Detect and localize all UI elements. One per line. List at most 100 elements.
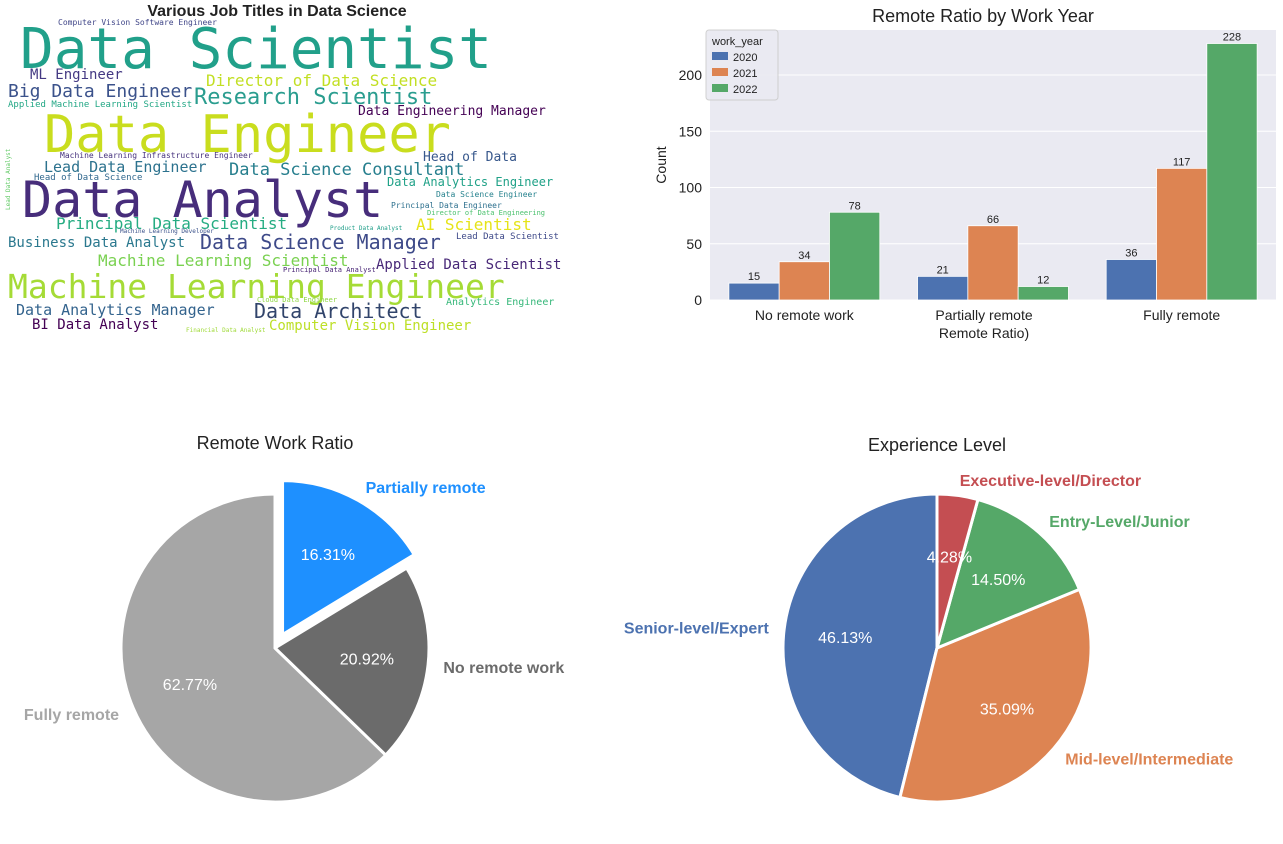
pie-slice-label: Mid-level/Intermediate — [1065, 752, 1233, 769]
legend-swatch — [712, 52, 728, 60]
bar — [1105, 259, 1157, 301]
bar-value-label: 117 — [1173, 156, 1191, 168]
wordcloud-word: Data Science Engineer — [436, 190, 537, 199]
bar-value-label: 15 — [748, 271, 760, 283]
bar — [778, 261, 830, 301]
wordcloud-word: Data Analytics Engineer — [387, 175, 553, 189]
pie-pct-label: 16.31% — [301, 547, 355, 564]
wordcloud-word: Product Data Analyst — [330, 225, 403, 232]
wordcloud-word: Lead Data Engineer — [44, 158, 207, 176]
wordcloud-word: Computer Vision Software Engineer — [58, 18, 217, 27]
x-axis-label-line1: Partially remote — [935, 307, 1032, 323]
wordcloud-word: Data Analyst — [22, 171, 383, 229]
x-axis-label-line2: Remote Ratio) — [939, 325, 1029, 341]
wordcloud-title: Various Job Titles in Data Science — [147, 3, 406, 20]
wordcloud-word: Data Scientist — [20, 17, 492, 82]
legend-swatch — [712, 68, 728, 76]
wordcloud-word: Director of Data Engineering — [427, 209, 545, 217]
wordcloud-word: Machine Learning Developer — [120, 228, 214, 235]
bar — [1156, 167, 1208, 301]
legend-title: work_year — [711, 36, 763, 48]
bar-value-label: 34 — [798, 250, 810, 262]
wordcloud-word: Data Science Manager — [200, 230, 441, 254]
wordcloud-word: Director of Data Science — [206, 71, 437, 90]
y-axis-label: Count — [653, 146, 669, 183]
wordcloud-word: Principal Data Engineer — [391, 201, 502, 210]
wordcloud-word: ML Engineer — [30, 67, 123, 83]
legend-swatch — [712, 84, 728, 92]
pie-pct-label: 35.09% — [980, 701, 1034, 718]
wordcloud-word: Financial Data Analyst — [186, 327, 266, 334]
bar-value-label: 12 — [1037, 275, 1049, 287]
y-tick-label: 200 — [679, 67, 703, 83]
wordcloud-word: Head of Data Science — [34, 173, 142, 183]
pie-slice-label: Executive-level/Director — [960, 473, 1141, 490]
bar — [728, 282, 780, 301]
bar-value-label: 66 — [987, 214, 999, 226]
wordcloud-word: Research Scientist — [194, 85, 432, 110]
pie-pct-label: 4.28% — [927, 549, 972, 566]
pie-slice-label: Entry-Level/Junior — [1049, 514, 1189, 531]
pie-slice — [281, 479, 416, 637]
legend-label: 2020 — [733, 52, 757, 64]
pie-pct-label: 20.92% — [340, 651, 394, 668]
bar — [1017, 286, 1069, 301]
wordcloud-word: Applied Data Scientist — [376, 257, 561, 273]
pie-slice — [935, 492, 980, 650]
wordcloud-word: Data Science Consultant — [229, 160, 464, 180]
x-tick-label: No remote work — [755, 307, 855, 323]
pie-slice-label: Fully remote — [24, 707, 119, 724]
pie-slice — [935, 498, 1081, 650]
wordcloud-panel: Various Job Titles in Data Science Data S… — [0, 0, 600, 340]
pie-title: Remote Work Ratio — [197, 433, 354, 453]
bar — [1206, 43, 1258, 301]
wordcloud-word: Cloud Data Engineer — [257, 296, 337, 304]
wordcloud-word: Business Data Analyst — [8, 235, 185, 251]
bar-value-label: 21 — [937, 264, 949, 276]
pie-slice-label: Partially remote — [366, 480, 486, 497]
pie-pct-label: 14.50% — [971, 572, 1025, 589]
bar-value-label: 36 — [1125, 248, 1137, 260]
wordcloud-word: Data Engineer — [44, 105, 451, 165]
bar-chart-title: Remote Ratio by Work Year — [872, 6, 1094, 26]
wordcloud-word: Data Engineering Manager — [358, 104, 546, 119]
wordcloud-word: BI Data Analyst — [32, 317, 158, 333]
wordcloud-word: Head of Data — [423, 150, 517, 165]
wordcloud-word: Data Architect — [254, 299, 423, 323]
y-tick-label: 150 — [679, 123, 703, 139]
wordcloud-word: Principal Data Analyst — [283, 266, 376, 274]
y-tick-label: 50 — [686, 236, 702, 252]
wordcloud-word: Lead Data Analyst — [5, 148, 12, 210]
bar — [917, 275, 969, 301]
wordcloud-word: Machine Learning Engineer — [8, 267, 505, 306]
experience-pie-panel: Experience Level 46.13% Senior-level/Exper… — [600, 420, 1283, 839]
wordcloud-word: Machine Learning Infrastructure Engineer — [60, 151, 253, 160]
wordcloud-word: Big Data Engineer — [8, 81, 192, 102]
wordcloud-word: Analytics Engineer — [446, 297, 554, 308]
x-tick-label: Fully remote — [1143, 307, 1220, 323]
y-tick-label: 0 — [694, 292, 702, 308]
pie-pct-label: 46.13% — [818, 630, 872, 647]
experience-pie-svg: Experience Level 46.13% Senior-level/Exper… — [624, 435, 1233, 804]
pie-slice — [781, 492, 939, 799]
wordcloud-word: Machine Learning Scientist — [98, 251, 348, 270]
pie-slice — [273, 566, 431, 757]
pie-slice-label: Senior-level/Expert — [624, 620, 770, 637]
wordcloud-word: Lead Data Scientist — [456, 232, 559, 242]
wordcloud-word: Data Analytics Manager — [16, 301, 215, 319]
remote-pie-panel: Remote Work Ratio 62.77% Fully remote 20.92… — [0, 420, 600, 839]
pie-slice — [119, 492, 388, 804]
legend-label: 2022 — [733, 84, 757, 96]
pie-pct-label: 62.77% — [163, 677, 217, 694]
wordcloud-word: AI Scientist — [416, 215, 532, 234]
bar — [967, 225, 1019, 301]
pie-title: Experience Level — [868, 435, 1006, 455]
legend-label: 2021 — [733, 68, 757, 80]
wordcloud-word: Principal Data Scientist — [56, 214, 287, 233]
wordcloud-word: Applied Machine Learning Scientist — [8, 100, 192, 110]
bar-chart-panel: 0 50 100 150 200 Remote Ratio by Work Year Cou… — [600, 0, 1283, 380]
legend-box — [705, 29, 779, 101]
pie-slice — [898, 587, 1093, 804]
bar-chart-svg: 0 50 100 150 200 Remote Ratio by Work Year Cou… — [653, 6, 1276, 341]
